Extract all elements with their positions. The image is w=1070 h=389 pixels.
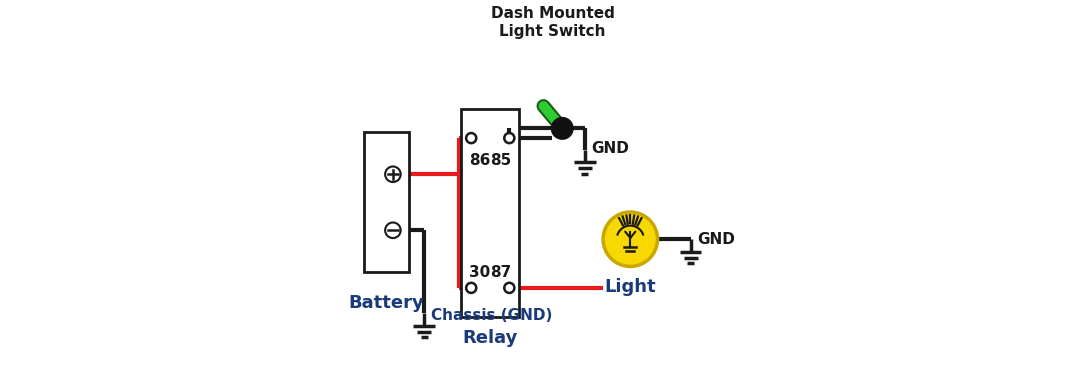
Text: 30: 30 <box>469 265 490 280</box>
Circle shape <box>467 133 476 143</box>
Text: Battery: Battery <box>349 294 425 312</box>
Text: 85: 85 <box>490 153 511 168</box>
Circle shape <box>504 133 515 143</box>
Circle shape <box>504 283 515 293</box>
Circle shape <box>603 212 658 266</box>
Text: GND: GND <box>592 141 629 156</box>
Text: Light: Light <box>605 278 656 296</box>
Bar <box>364 132 409 272</box>
Text: Dash Mounted
Light Switch: Dash Mounted Light Switch <box>490 6 614 39</box>
Circle shape <box>467 283 476 293</box>
Bar <box>461 109 519 317</box>
Text: GND: GND <box>698 232 735 247</box>
Text: 86: 86 <box>469 153 490 168</box>
Circle shape <box>385 166 400 182</box>
Circle shape <box>552 118 572 138</box>
Text: Chassis (GND): Chassis (GND) <box>431 308 552 322</box>
Text: 87: 87 <box>490 265 511 280</box>
Text: Relay: Relay <box>462 329 518 347</box>
Circle shape <box>385 223 400 238</box>
